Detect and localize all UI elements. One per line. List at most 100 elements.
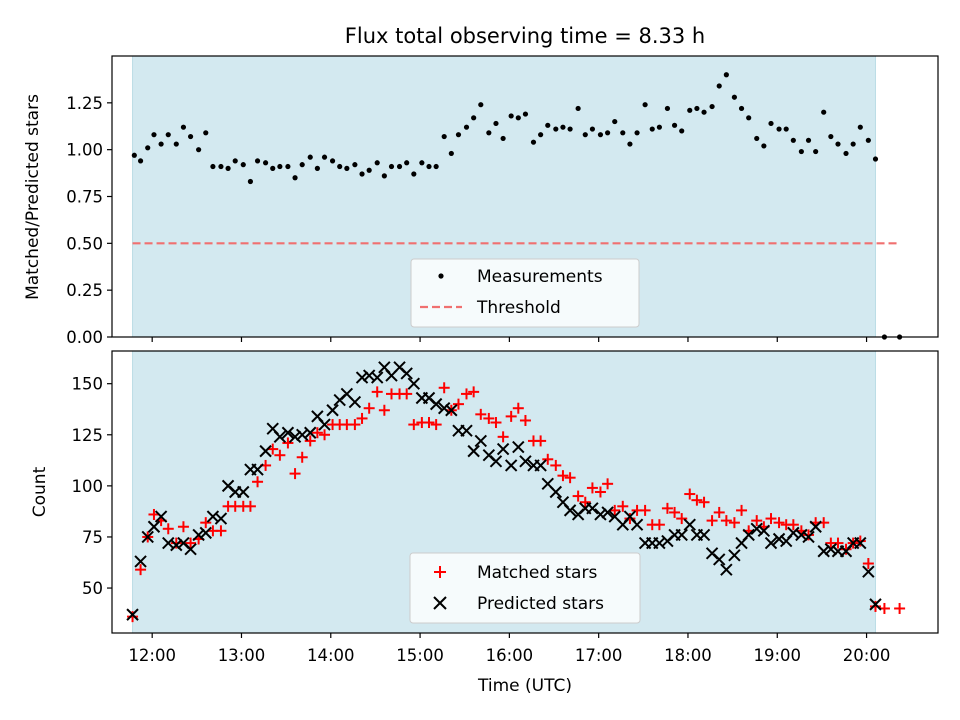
- measurement-point: [240, 162, 246, 168]
- predicted-star-point: [512, 440, 525, 454]
- matched-star-point: [519, 414, 531, 426]
- measurement-point: [671, 122, 678, 128]
- predicted-star-point: [601, 506, 614, 519]
- measurement-point: [292, 175, 298, 181]
- matched-star-point: [602, 478, 614, 490]
- matched-star-point: [461, 388, 473, 400]
- predicted-star-point: [237, 485, 250, 499]
- matched-star-point: [401, 388, 413, 400]
- measurement-point: [254, 158, 261, 164]
- measurement-point: [131, 152, 137, 158]
- matched-star-point: [423, 417, 435, 429]
- bottom-x-tick-label: 13:00: [218, 646, 266, 665]
- predicted-star-point: [400, 367, 413, 380]
- matched-star-point: [639, 504, 651, 516]
- x-axis-label: Time (UTC): [477, 676, 572, 696]
- predicted-star-point: [214, 512, 228, 525]
- matched-star-point: [185, 537, 197, 549]
- predicted-star-point: [273, 430, 287, 444]
- measurement-point: [605, 130, 611, 136]
- top-axes-frame: [111, 55, 939, 338]
- measurement-point: [709, 103, 715, 110]
- measurement-point: [813, 148, 819, 155]
- matched-star-point: [720, 515, 732, 527]
- predicted-star-point: [586, 502, 599, 515]
- top-y-tick-label: 1.25: [66, 94, 103, 113]
- matched-star-point: [564, 472, 576, 484]
- top-y-tick-label: 0.75: [66, 188, 103, 207]
- matched-star-point: [698, 496, 710, 508]
- predicted-star-point: [141, 530, 154, 544]
- matched-star-point: [475, 408, 487, 420]
- matched-star-point: [728, 517, 740, 529]
- bottom-x-ticks: 12:00 13:00 14:00 15:00 16:00 17:00 18:00 19:00…: [128, 633, 890, 665]
- matched-star-point: [289, 468, 301, 480]
- bottom-x-tick-label: 15:00: [396, 646, 444, 665]
- predicted-star-point: [407, 377, 421, 390]
- matched-star-point: [736, 504, 748, 516]
- predicted-star-point: [489, 455, 503, 468]
- bottom-y-tick-label: 125: [72, 426, 104, 445]
- measurement-point: [441, 133, 447, 140]
- measurement-point: [522, 111, 529, 117]
- matched-star-point: [535, 435, 547, 447]
- matched-star-point: [244, 500, 256, 512]
- measurement-point: [218, 163, 224, 170]
- matched-star-point: [557, 470, 569, 482]
- predicted-star-point: [259, 444, 272, 458]
- predicted-star-point: [854, 536, 867, 550]
- matched-star-point: [468, 386, 480, 398]
- matched-star-point: [127, 611, 139, 623]
- measurement-point: [857, 124, 863, 130]
- matched-star-point: [594, 486, 606, 498]
- measurement-point: [486, 130, 492, 136]
- measurement-point: [352, 162, 358, 168]
- matched-star-point: [676, 513, 688, 525]
- measurement-point: [277, 163, 283, 170]
- bottom-y-tick-label: 150: [72, 375, 104, 394]
- matched-star-point: [497, 431, 509, 443]
- measurement-point: [821, 109, 827, 115]
- measurement-point: [694, 105, 700, 112]
- matched-star-point: [363, 402, 375, 414]
- measurement-point: [137, 158, 144, 164]
- measurement-point: [679, 128, 685, 134]
- measurement-point: [530, 139, 537, 145]
- matched-star-point: [894, 602, 906, 614]
- measurement-point: [337, 163, 343, 170]
- measurement-point: [850, 141, 856, 147]
- matched-star-point: [550, 459, 562, 471]
- measurement-point: [359, 171, 365, 177]
- predicted-star-point: [192, 528, 205, 542]
- measurement-point: [433, 163, 439, 170]
- measurement-point: [783, 126, 789, 132]
- matched-star-point: [624, 513, 636, 525]
- predicted-star-point: [281, 426, 295, 439]
- bottom-x-tick-label: 19:00: [753, 646, 801, 665]
- measurement-point: [463, 124, 470, 130]
- measurement-point: [656, 124, 662, 130]
- measurement-point: [687, 107, 693, 113]
- predicted-star-point: [862, 565, 875, 578]
- measurement-point: [455, 132, 462, 138]
- top-legend: Measurements Threshold: [410, 258, 640, 328]
- predicted-star-point: [764, 536, 778, 550]
- measurement-point: [723, 72, 729, 78]
- measurement-point: [620, 130, 626, 136]
- matched-star-point: [691, 494, 703, 506]
- bottom-y-axis-label: Count: [30, 466, 50, 517]
- predicted-star-point: [869, 598, 882, 611]
- measurement-point: [270, 165, 276, 171]
- top-x-ticks: [151, 337, 868, 342]
- matched-star-point: [617, 500, 629, 512]
- predicted-star-point: [126, 608, 139, 621]
- measurement-point: [262, 160, 269, 166]
- predicted-star-point: [817, 545, 830, 558]
- measurement-point: [471, 115, 477, 121]
- matched-star-point: [135, 564, 147, 576]
- measurement-point: [187, 133, 194, 140]
- measurement-point: [404, 160, 410, 166]
- measurement-point: [828, 133, 834, 140]
- measurement-point: [835, 141, 841, 147]
- predicted-star-point: [795, 528, 808, 542]
